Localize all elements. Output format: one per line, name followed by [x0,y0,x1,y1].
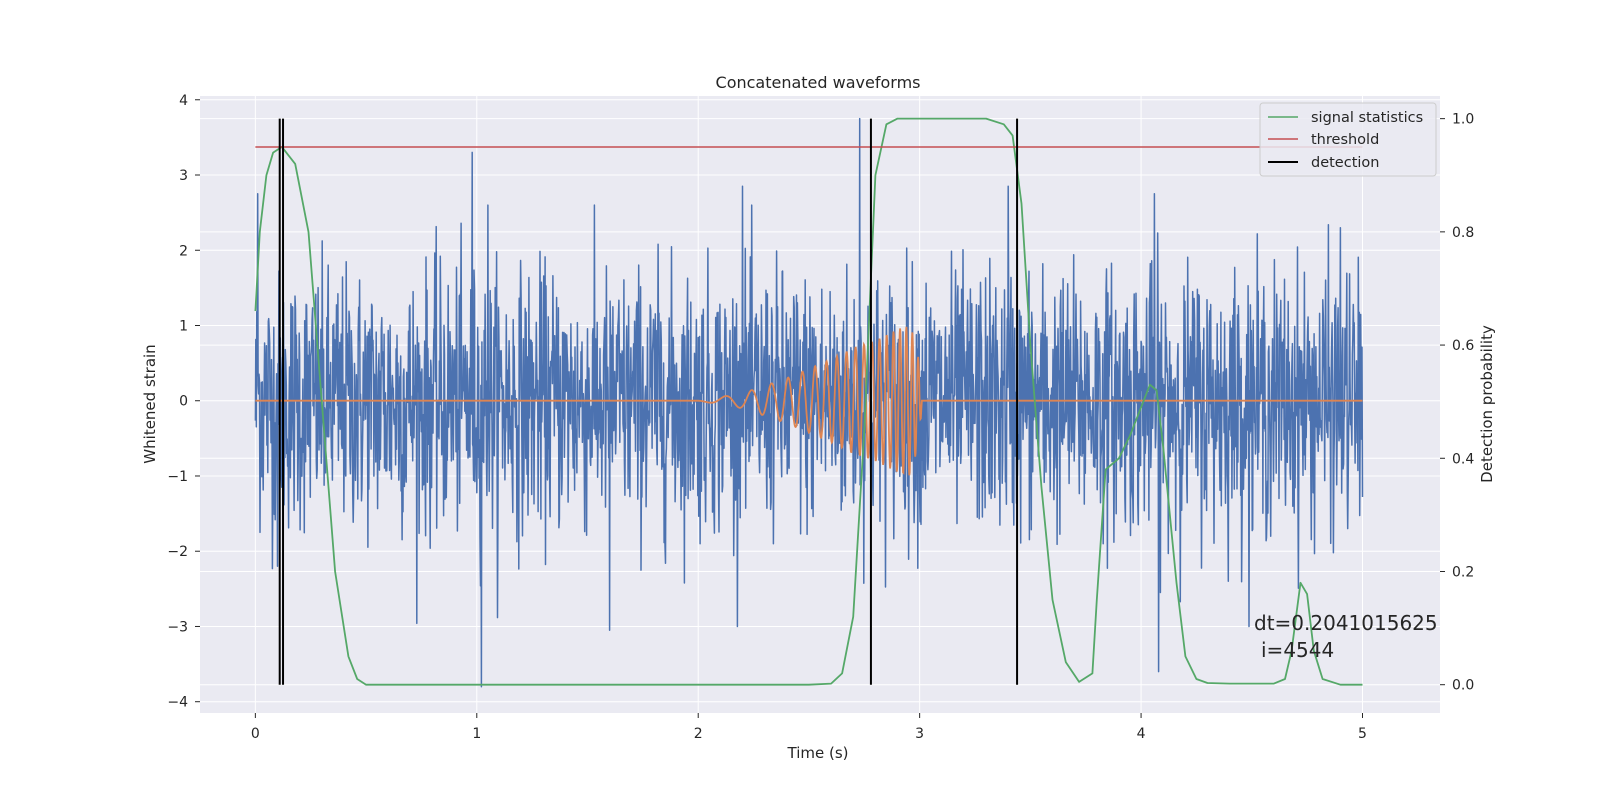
legend-label-threshold: threshold [1311,132,1379,148]
x-tick-label: 3 [915,726,924,742]
annotation-i: i=4544 [1261,638,1334,662]
strain-line [254,117,1364,688]
legend-label-signal-statistics: signal statistics [1311,110,1423,126]
x-tick-label: 5 [1358,726,1367,742]
y-axis-right-label: Detection probability [1478,325,1496,483]
signal-statistics-series [254,117,1363,686]
axis-ticks: 0 1 2 3 4 5 −4 −3 −2 −1 0 1 2 3 4 0.0 0.2 0.4 0.6 0.8 1.0 [167,93,1474,742]
legend-box [1259,102,1437,177]
x-tick-label: 2 [694,726,703,742]
signal-statistics-line [254,117,1363,686]
y-tick-label: −1 [167,469,188,485]
y-axis-label: Whitened strain [141,344,159,463]
legend: signal statistics threshold detection [1259,102,1437,177]
y-tick-label: 4 [179,93,188,109]
x-tick-label: 1 [472,726,481,742]
y-right-tick-label: 0.6 [1452,338,1474,354]
y-tick-label: 3 [179,168,188,184]
y-right-tick-label: 0.2 [1452,564,1474,580]
y-right-tick-label: 0.4 [1452,451,1474,467]
x-tick-label: 4 [1137,726,1146,742]
y-tick-label: 1 [179,318,188,334]
y-tick-label: −4 [167,695,188,711]
y-tick-label: −2 [167,544,188,560]
detection-lines [278,118,1019,685]
y-tick-label: −3 [167,619,188,635]
template-series [255,326,1363,476]
x-axis-label: Time (s) [787,744,849,762]
y-right-tick-label: 0.0 [1452,678,1474,694]
x-tick-label: 0 [251,726,260,742]
y-tick-label: 0 [179,394,188,410]
annotation-dt: dt=0.2041015625 [1254,611,1438,635]
y-right-tick-label: 0.8 [1452,225,1474,241]
y-right-tick-label: 1.0 [1452,112,1474,128]
legend-label-detection: detection [1311,155,1379,171]
strain-series [254,117,1364,688]
chart-title: Concatenated waveforms [716,73,921,92]
y-tick-label: 2 [179,243,188,259]
template-line [255,326,1363,476]
